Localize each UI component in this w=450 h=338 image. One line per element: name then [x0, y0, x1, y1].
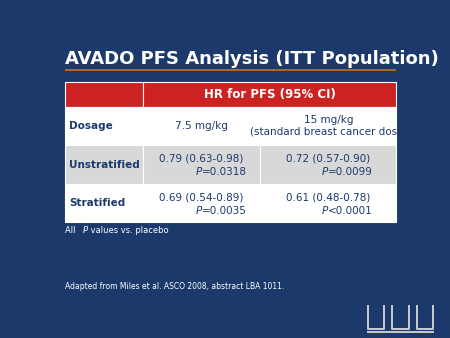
Bar	[65, 145, 143, 184]
Bar	[261, 184, 396, 222]
Bar	[143, 107, 261, 145]
Text: P: P	[195, 206, 202, 216]
Text: 0.79 (0.63-0.98): 0.79 (0.63-0.98)	[159, 154, 244, 164]
Text: <0.0001: <0.0001	[328, 206, 373, 216]
Text: HR for PFS (95% CI): HR for PFS (95% CI)	[203, 88, 336, 101]
Text: AVADO PFS Analysis (ITT Population): AVADO PFS Analysis (ITT Population)	[65, 50, 439, 68]
Text: 7.5 mg/kg: 7.5 mg/kg	[175, 121, 228, 131]
Bar	[65, 107, 143, 145]
Bar	[261, 145, 396, 184]
Bar	[261, 107, 396, 145]
Bar	[143, 184, 261, 222]
Text: =0.0099: =0.0099	[328, 167, 373, 177]
Text: =0.0318: =0.0318	[202, 167, 247, 177]
Text: P: P	[195, 167, 202, 177]
Text: All: All	[65, 225, 78, 235]
Bar	[143, 82, 396, 107]
Text: Unstratified: Unstratified	[69, 160, 140, 170]
Text: P: P	[83, 225, 88, 235]
Text: P: P	[322, 206, 328, 216]
Text: 15 mg/kg
(standard breast cancer dose): 15 mg/kg (standard breast cancer dose)	[250, 115, 407, 137]
Bar	[143, 145, 261, 184]
Text: 0.72 (0.57-0.90): 0.72 (0.57-0.90)	[286, 154, 370, 164]
Text: 0.69 (0.54-0.89): 0.69 (0.54-0.89)	[159, 193, 244, 202]
Text: Stratified: Stratified	[69, 198, 126, 208]
Text: Dosage: Dosage	[69, 121, 113, 131]
Text: P: P	[322, 167, 328, 177]
Bar	[65, 184, 143, 222]
Text: =0.0035: =0.0035	[202, 206, 247, 216]
Text: 0.61 (0.48-0.78): 0.61 (0.48-0.78)	[286, 193, 370, 202]
Text: values vs. placebo: values vs. placebo	[88, 225, 169, 235]
Text: Adapted from Miles et al. ASCO 2008, abstract LBA 1011.: Adapted from Miles et al. ASCO 2008, abs…	[65, 282, 284, 291]
Bar	[65, 82, 143, 107]
